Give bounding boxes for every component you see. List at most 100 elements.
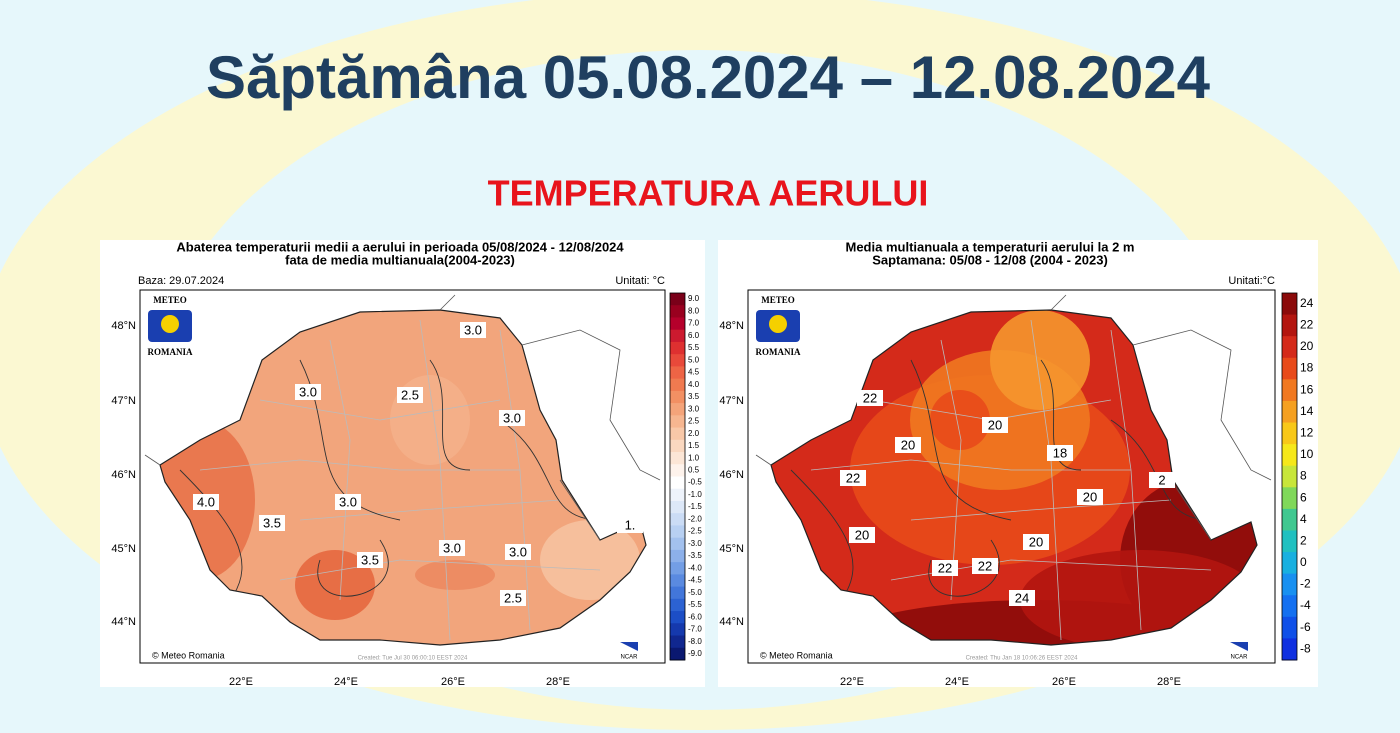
colorbar-label: 4.0 <box>688 380 700 389</box>
logo-text: METEO <box>153 295 187 305</box>
lon-label: 24°E <box>945 676 969 688</box>
colorbar-label: 6.0 <box>688 331 700 340</box>
colorbar-segment <box>1282 508 1297 531</box>
contour-label: 3.0 <box>509 544 527 559</box>
colorbar-label: 3.5 <box>688 392 700 401</box>
logo-text: ROMANIA <box>148 347 193 357</box>
colorbar-segment <box>670 305 685 318</box>
contour-label-bg <box>1047 445 1073 461</box>
contour-label-bg <box>617 517 643 533</box>
units: Unitati:°C <box>1228 275 1275 287</box>
colorbar-segment <box>670 366 685 380</box>
colorbar-label: 22 <box>1300 318 1314 332</box>
ncar-icon <box>1230 642 1248 651</box>
colorbar-label: -5.0 <box>688 588 702 597</box>
contour-label: 22 <box>978 558 992 573</box>
contour-lines <box>179 359 601 601</box>
colorbar-segment <box>670 439 685 453</box>
neighbour-borders <box>755 294 1272 541</box>
created: Created: Thu Jan 18 10:06:26 EEST 2024 <box>966 656 1079 662</box>
temp-region <box>990 310 1090 410</box>
contour-label-bg <box>857 390 883 406</box>
units: Unitati: °C <box>615 275 665 287</box>
base-date: Baza: 29.07.2024 <box>138 275 224 287</box>
contour-label-bg <box>259 515 285 531</box>
colorbar-segment <box>1282 336 1297 359</box>
contour-label: 3.0 <box>299 384 317 399</box>
contour-label: 2.5 <box>401 387 419 402</box>
contour-label-bg <box>335 494 361 510</box>
colorbar-segment <box>670 415 685 429</box>
lat-label: 47°N <box>719 395 744 407</box>
colorbar-label: 18 <box>1300 361 1314 375</box>
colorbar-segment <box>670 317 685 331</box>
colorbar-label: -1.5 <box>688 502 702 511</box>
colorbar-segment <box>1282 573 1297 596</box>
contour-label: 1. <box>625 517 636 532</box>
colorbar-label: -2.5 <box>688 527 702 536</box>
contour-label: 2 <box>1158 472 1165 487</box>
contour-label-bg <box>499 410 525 426</box>
colorbar-segment <box>670 537 685 551</box>
colorbar-segment <box>670 427 685 441</box>
colorbar-segment <box>1282 595 1297 618</box>
logo-sun <box>161 315 179 333</box>
temp-region <box>415 560 495 590</box>
lon-label: 22°E <box>229 676 253 688</box>
colorbar-label: -2 <box>1300 577 1311 591</box>
lon-label: 22°E <box>840 676 864 688</box>
colorbar-segment <box>1282 487 1297 510</box>
lon-label: 28°E <box>1157 676 1181 688</box>
colorbar-segment <box>670 488 685 502</box>
colorbar-label: -6 <box>1300 620 1311 634</box>
colorbar-segment <box>1282 530 1297 553</box>
lon-label: 26°E <box>1052 676 1076 688</box>
colorbar-label: 2 <box>1300 533 1307 547</box>
lat-label: 48°N <box>111 320 136 332</box>
country-fill <box>160 310 646 645</box>
colorbar-label: 8 <box>1300 469 1307 483</box>
contour-label-bg <box>972 558 998 574</box>
colorbar-label: -8 <box>1300 641 1311 655</box>
colorbar-label: -7.0 <box>688 625 702 634</box>
colorbar-label: 4.5 <box>688 368 700 377</box>
colorbar-label: 10 <box>1300 447 1314 461</box>
colorbar-segment <box>1282 465 1297 488</box>
colorbar-segment <box>670 341 685 355</box>
contour-label: 3.0 <box>503 410 521 425</box>
contour-label: 24 <box>1015 590 1029 605</box>
lon-label: 28°E <box>546 676 570 688</box>
colorbar-segment <box>1282 616 1297 639</box>
county-borders <box>199 319 601 641</box>
ncar-icon <box>620 642 638 651</box>
lat-label: 45°N <box>111 543 136 555</box>
contour-label: 22 <box>863 390 877 405</box>
colorbar-segment <box>670 390 685 404</box>
colorbar-label: -5.5 <box>688 600 702 609</box>
country <box>160 310 646 645</box>
map-title: Saptamana: 05/08 - 12/08 (2004 - 2023) <box>872 252 1108 267</box>
colorbar-label: 1.0 <box>688 453 700 462</box>
lat-label: 47°N <box>111 395 136 407</box>
copyright: © Meteo Romania <box>760 650 833 660</box>
colorbar-label: -3.5 <box>688 551 702 560</box>
colorbar-label: 4 <box>1300 512 1307 526</box>
colorbar-segment <box>670 623 685 637</box>
colorbar-segment <box>670 403 685 416</box>
contour-label-bg <box>1077 489 1103 505</box>
colorbar-segment <box>670 647 685 661</box>
lon-label: 24°E <box>334 676 358 688</box>
contour-label-bg <box>849 527 875 543</box>
slide-subtitle: TEMPERATURA AERULUI <box>488 173 929 214</box>
contour-label-bg <box>193 494 219 510</box>
created: Created: Tue Jul 30 06:00:10 EEST 2024 <box>358 656 468 662</box>
colorbar-segment <box>670 354 685 367</box>
colorbar-segment <box>1282 422 1297 445</box>
temp-region <box>930 390 990 450</box>
colorbar-segment <box>670 525 685 539</box>
colorbar-label: -4.5 <box>688 576 702 585</box>
contour-label-bg <box>295 384 321 400</box>
colorbar-label: 0 <box>1300 555 1307 569</box>
colorbar-segment <box>670 513 685 526</box>
map-title: fata de media multianuala(2004-2023) <box>285 252 515 267</box>
